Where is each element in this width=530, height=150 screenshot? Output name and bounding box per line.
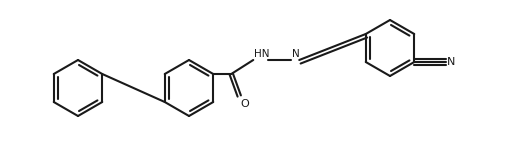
Text: HN: HN: [254, 49, 270, 59]
Text: N: N: [292, 49, 300, 59]
Text: N: N: [447, 57, 456, 67]
Text: O: O: [240, 99, 249, 109]
